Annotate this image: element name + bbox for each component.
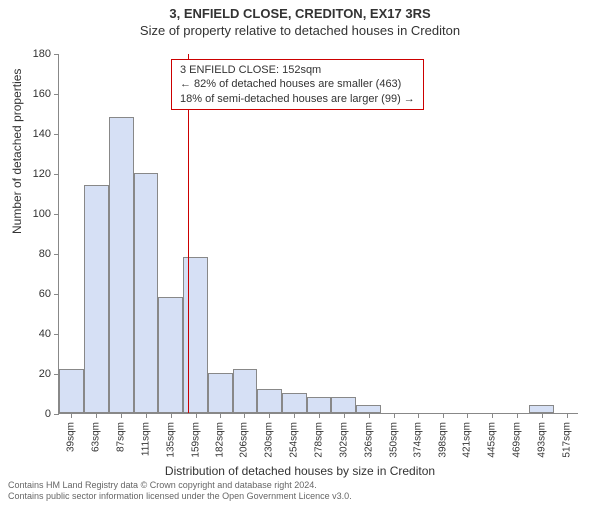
y-tick-mark (54, 54, 59, 55)
histogram-bar (59, 369, 84, 413)
x-tick-label: 326sqm (363, 422, 374, 458)
attribution-footer: Contains HM Land Registry data © Crown c… (8, 480, 352, 502)
y-tick-mark (54, 174, 59, 175)
y-tick-label: 40 (21, 328, 51, 340)
x-tick-mark (269, 413, 270, 418)
plot-area: 02040608010012014016018039sqm63sqm87sqm1… (58, 54, 578, 414)
y-tick-label: 60 (21, 288, 51, 300)
y-tick-mark (54, 134, 59, 135)
histogram-bar (529, 405, 554, 413)
annotation-line: 3 ENFIELD CLOSE: 152sqm (180, 63, 415, 77)
y-tick-mark (54, 414, 59, 415)
y-tick-label: 120 (21, 168, 51, 180)
x-tick-label: 159sqm (190, 422, 201, 458)
y-tick-mark (54, 94, 59, 95)
footer-line-2: Contains public sector information licen… (8, 491, 352, 502)
histogram-bar (109, 117, 134, 413)
chart-title-address: 3, ENFIELD CLOSE, CREDITON, EX17 3RS (0, 6, 600, 21)
y-tick-label: 20 (21, 368, 51, 380)
x-tick-label: 63sqm (91, 422, 102, 452)
x-tick-mark (344, 413, 345, 418)
x-tick-mark (319, 413, 320, 418)
x-tick-mark (517, 413, 518, 418)
x-tick-label: 206sqm (239, 422, 250, 458)
x-tick-mark (369, 413, 370, 418)
x-tick-mark (394, 413, 395, 418)
y-tick-mark (54, 254, 59, 255)
histogram-bar (356, 405, 381, 413)
histogram-bar (282, 393, 307, 413)
x-tick-label: 374sqm (413, 422, 424, 458)
x-tick-mark (220, 413, 221, 418)
x-tick-mark (567, 413, 568, 418)
x-tick-label: 111sqm (141, 422, 152, 456)
x-tick-label: 493sqm (536, 422, 547, 458)
y-tick-mark (54, 294, 59, 295)
histogram-bar (183, 257, 208, 413)
histogram-bar (331, 397, 356, 413)
histogram-bar (208, 373, 233, 413)
x-tick-mark (96, 413, 97, 418)
x-tick-mark (542, 413, 543, 418)
x-tick-label: 517sqm (561, 422, 572, 458)
x-tick-mark (418, 413, 419, 418)
x-tick-label: 398sqm (438, 422, 449, 458)
histogram-bar (233, 369, 257, 413)
y-tick-label: 160 (21, 88, 51, 100)
y-tick-label: 0 (21, 408, 51, 420)
annotation-box: 3 ENFIELD CLOSE: 152sqm← 82% of detached… (171, 59, 424, 110)
annotation-line: 18% of semi-detached houses are larger (… (180, 92, 415, 106)
histogram-bar (307, 397, 332, 413)
x-tick-mark (71, 413, 72, 418)
y-tick-label: 80 (21, 248, 51, 260)
x-tick-mark (492, 413, 493, 418)
x-tick-label: 87sqm (116, 422, 127, 452)
y-tick-label: 100 (21, 208, 51, 220)
x-tick-label: 421sqm (462, 422, 473, 458)
y-tick-label: 140 (21, 128, 51, 140)
histogram-bar (158, 297, 183, 413)
x-tick-label: 350sqm (388, 422, 399, 458)
x-tick-label: 445sqm (486, 422, 497, 458)
footer-line-1: Contains HM Land Registry data © Crown c… (8, 480, 352, 491)
x-tick-label: 278sqm (314, 422, 325, 458)
chart-title-subtitle: Size of property relative to detached ho… (0, 23, 600, 38)
histogram-bar (84, 185, 109, 413)
x-tick-label: 230sqm (264, 422, 275, 458)
x-tick-label: 469sqm (511, 422, 522, 458)
x-tick-mark (146, 413, 147, 418)
y-tick-mark (54, 214, 59, 215)
x-tick-mark (443, 413, 444, 418)
annotation-line: ← 82% of detached houses are smaller (46… (180, 77, 415, 91)
x-tick-mark (171, 413, 172, 418)
x-tick-label: 254sqm (289, 422, 300, 458)
x-tick-mark (244, 413, 245, 418)
x-tick-label: 302sqm (338, 422, 349, 458)
x-tick-label: 182sqm (214, 422, 225, 458)
x-axis-label: Distribution of detached houses by size … (0, 464, 600, 478)
x-tick-mark (121, 413, 122, 418)
x-tick-mark (294, 413, 295, 418)
chart-area: 02040608010012014016018039sqm63sqm87sqm1… (58, 54, 578, 414)
y-tick-label: 180 (21, 48, 51, 60)
histogram-bar (134, 173, 159, 413)
x-tick-label: 39sqm (66, 422, 77, 452)
x-tick-label: 135sqm (165, 422, 176, 458)
x-tick-mark (196, 413, 197, 418)
histogram-bar (257, 389, 282, 413)
y-tick-mark (54, 334, 59, 335)
x-tick-mark (467, 413, 468, 418)
